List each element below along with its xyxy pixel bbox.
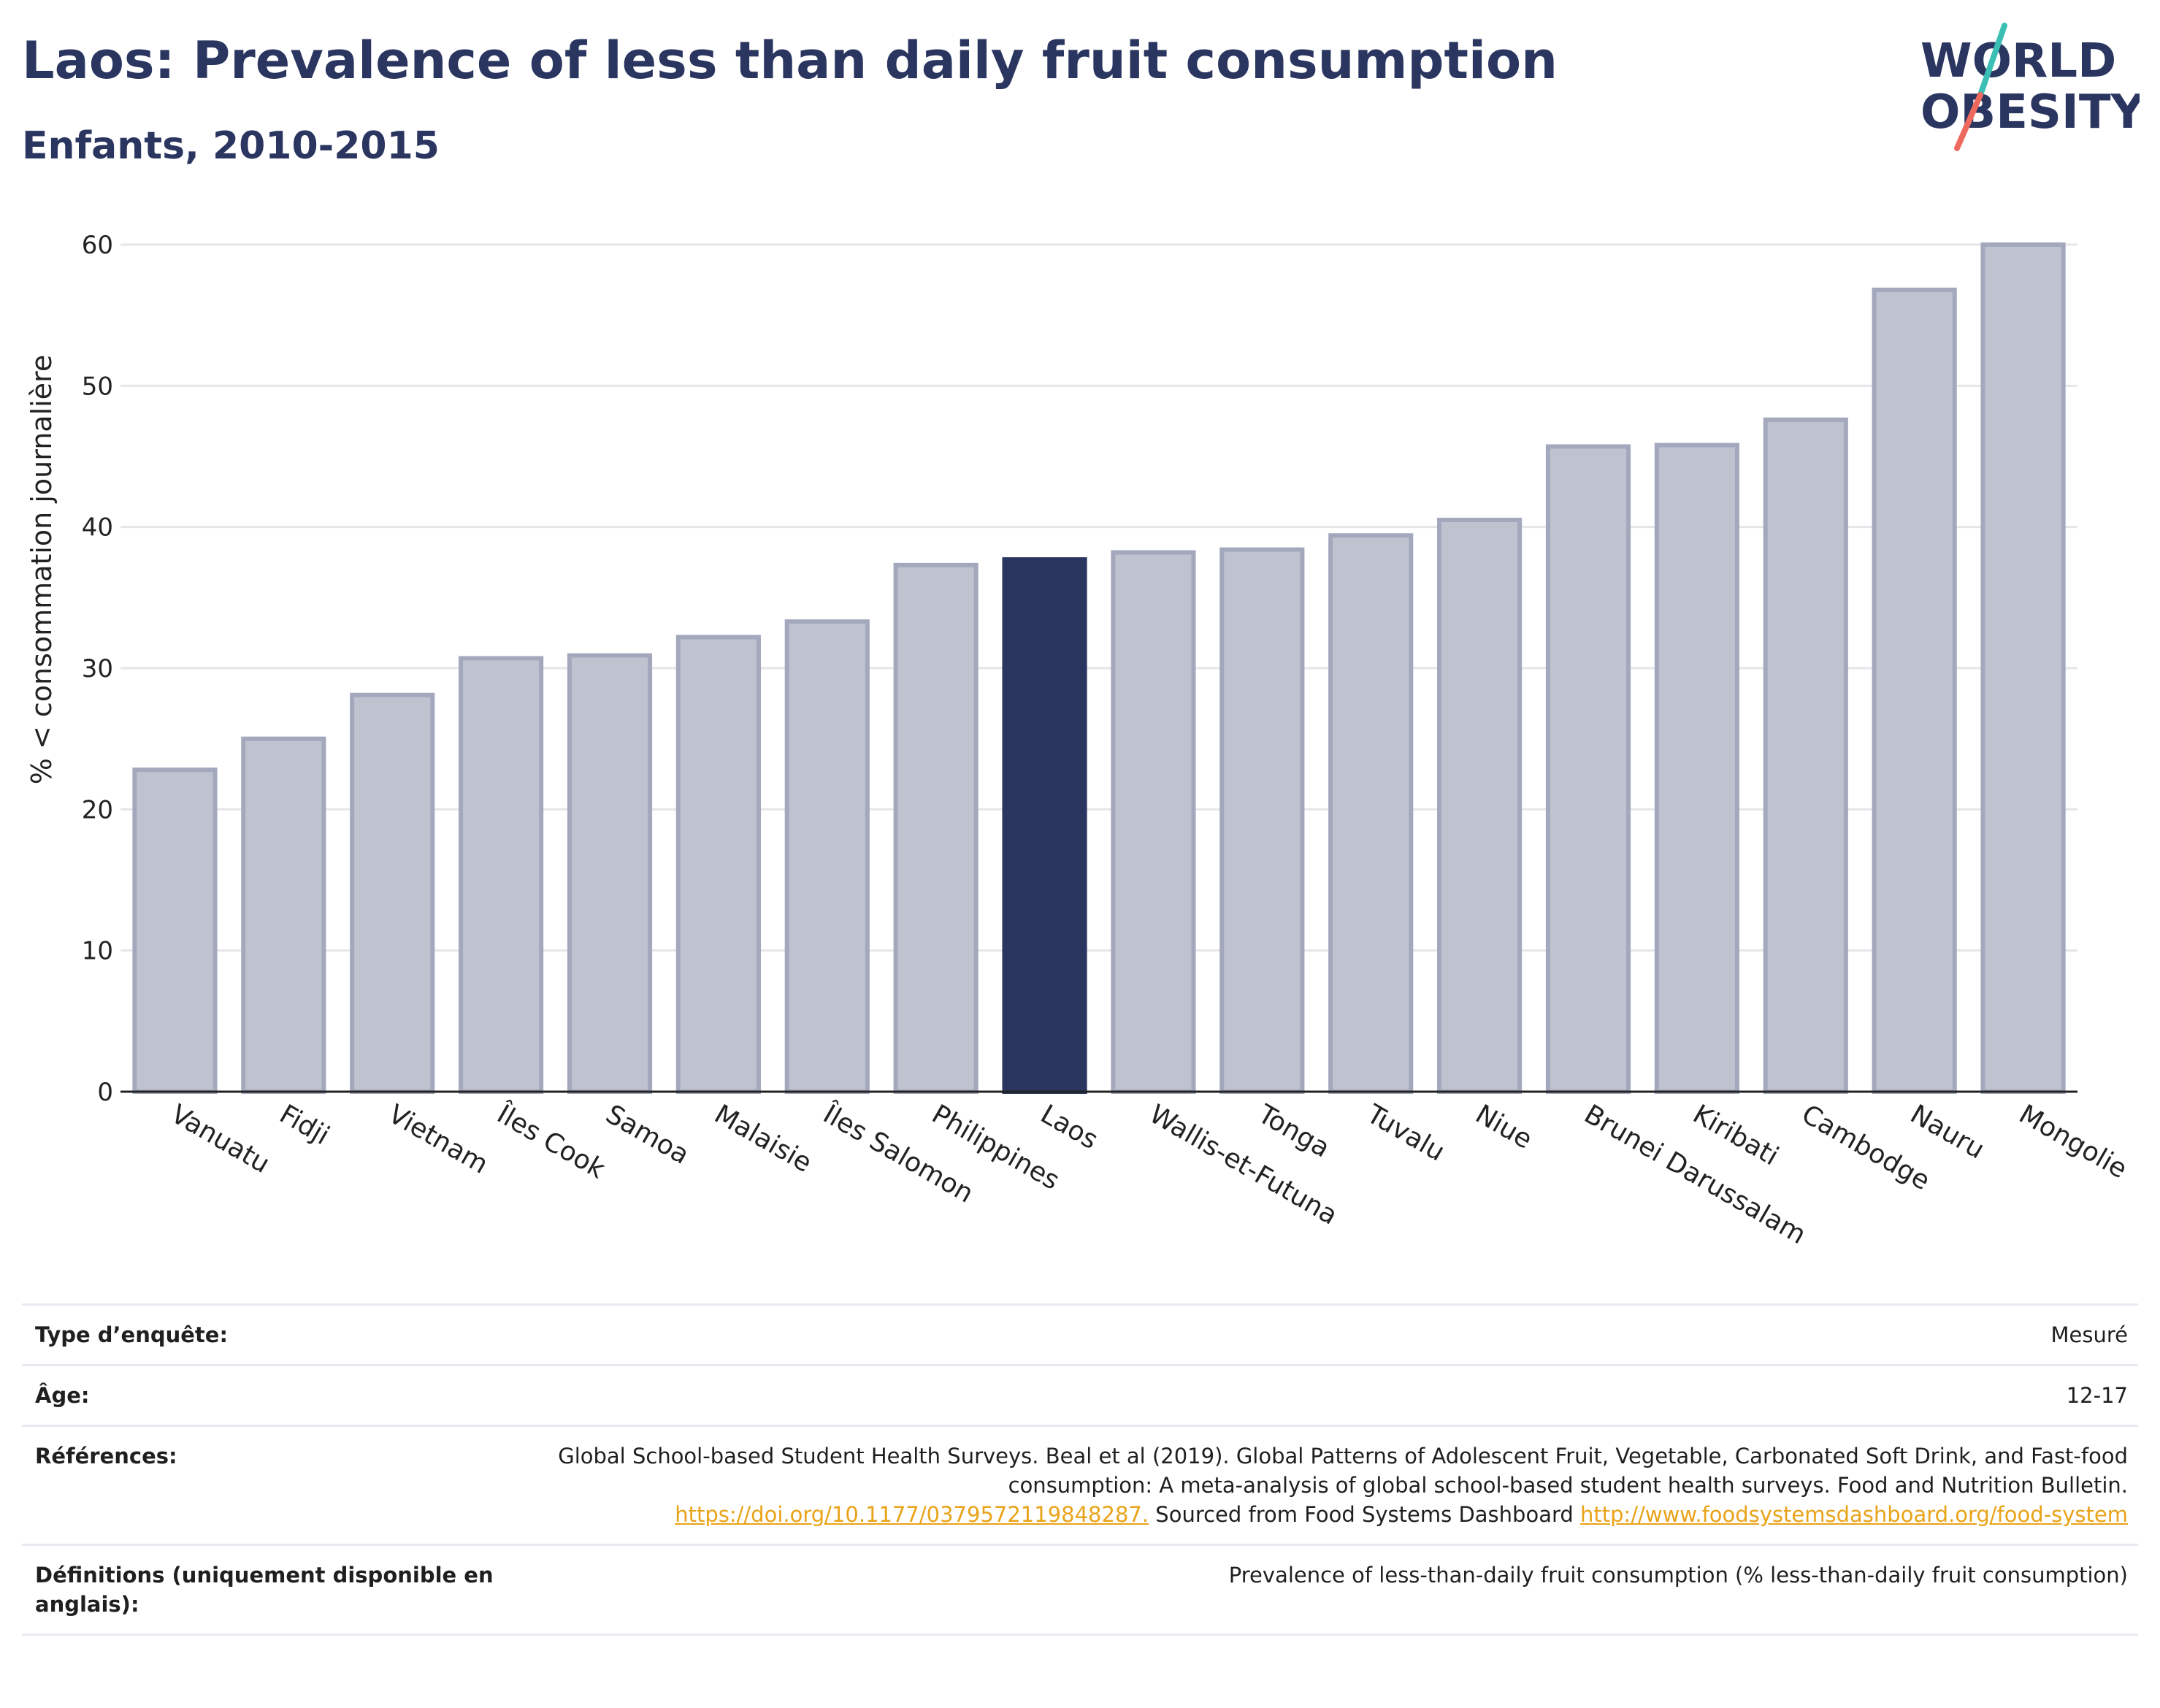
bar-fidji <box>241 736 326 1095</box>
bar-philippines <box>893 562 978 1094</box>
bar-vietnam <box>350 692 435 1094</box>
meta-val-definitions: Prevalence of less-than-daily fruit cons… <box>1228 1563 2128 1588</box>
meta-val-survey-type: Mesuré <box>2050 1322 2128 1347</box>
bar-brunei-darussalam <box>1545 444 1631 1094</box>
bar-samoa <box>567 653 653 1094</box>
y-axis-ticks: 0 10 20 30 40 50 60 <box>82 231 113 1107</box>
x-tick-label: Fidji <box>275 1099 334 1151</box>
x-tick-label: Tonga <box>1252 1099 1335 1164</box>
bars <box>132 242 2066 1095</box>
meta-key-age: Âge: <box>35 1383 90 1408</box>
bar-laos <box>1002 557 1087 1094</box>
y-tick-label: 40 <box>82 513 113 543</box>
y-tick-label: 0 <box>97 1078 113 1107</box>
bar-tonga <box>1219 547 1305 1095</box>
y-tick-label: 50 <box>82 372 113 401</box>
references-text: Global School-based Student Health Surve… <box>558 1444 2128 1498</box>
meta-key-references: Références: <box>35 1444 177 1468</box>
x-tick-label: Nauru <box>1905 1099 1989 1165</box>
x-tick-label: Samoa <box>601 1099 694 1171</box>
logo-slash-bottom <box>1954 92 1983 151</box>
meta-val-references: Global School-based Student Health Surve… <box>520 1426 2138 1545</box>
metadata-table: Type d’enquête: Mesuré Âge: 12-17 Référe… <box>22 1303 2138 1636</box>
y-axis-title: % < consommation journalière <box>26 355 58 784</box>
bar-malaisie <box>675 635 761 1094</box>
world-obesity-logo: WORLD OBESITY <box>1899 18 2145 157</box>
x-tick-label: Wallis-et-Futuna <box>1144 1099 1342 1230</box>
chart-title: Laos: Prevalence of less than daily frui… <box>22 31 1558 91</box>
bar--les-cook <box>459 656 544 1094</box>
x-tick-label: Laos <box>1035 1099 1103 1155</box>
bar-vanuatu <box>132 767 218 1094</box>
logo-line2: OBESITY <box>1920 85 2140 139</box>
x-tick-label: Vanuatu <box>166 1099 275 1179</box>
food-systems-dashboard-link[interactable]: http://www.foodsystemsdashboard.org/food… <box>1580 1502 2128 1527</box>
chart-subtitle: Enfants, 2010-2015 <box>22 124 440 168</box>
logo-slash-top <box>1977 23 2007 98</box>
gridlines <box>120 243 2077 952</box>
bar-niue <box>1437 518 1523 1094</box>
meta-val-age: 12-17 <box>2066 1383 2128 1408</box>
x-tick-label: Vietnam <box>383 1099 493 1180</box>
x-tick-label: Mongolie <box>2014 1099 2132 1184</box>
meta-row-references: Références: Global School-based Student … <box>22 1425 2138 1545</box>
bar--les-salomon <box>784 619 870 1094</box>
x-tick-label: Tuvalu <box>1361 1099 1449 1168</box>
bar-mongolie <box>1980 242 2066 1094</box>
bar-wallis-et-futuna <box>1111 550 1196 1094</box>
doi-link[interactable]: https://doi.org/10.1177/0379572119848287… <box>675 1502 1149 1527</box>
bar-tuvalu <box>1328 533 1414 1094</box>
bar-nauru <box>1872 287 1957 1094</box>
y-tick-label: 30 <box>82 654 113 683</box>
x-tick-label: Malaisie <box>709 1099 816 1179</box>
bar-cambodge <box>1763 417 1848 1094</box>
x-tick-label: Îles Cook <box>491 1098 610 1184</box>
y-tick-label: 10 <box>82 937 113 966</box>
meta-row-age: Âge: 12-17 <box>22 1365 2138 1426</box>
y-tick-label: 60 <box>82 231 113 260</box>
meta-key-definitions: Définitions (uniquement disponible en an… <box>35 1563 494 1617</box>
logo-line1: WORLD <box>1920 34 2116 88</box>
references-sourced-text: Sourced from Food Systems Dashboard <box>1149 1502 1581 1527</box>
meta-key-survey-type: Type d’enquête: <box>35 1322 229 1347</box>
y-tick-label: 20 <box>82 795 113 824</box>
meta-row-definitions: Définitions (uniquement disponible en an… <box>22 1544 2138 1635</box>
bar-kiribati <box>1654 443 1739 1094</box>
meta-row-survey-type: Type d’enquête: Mesuré <box>22 1304 2138 1366</box>
x-tick-label: Niue <box>1471 1099 1537 1154</box>
